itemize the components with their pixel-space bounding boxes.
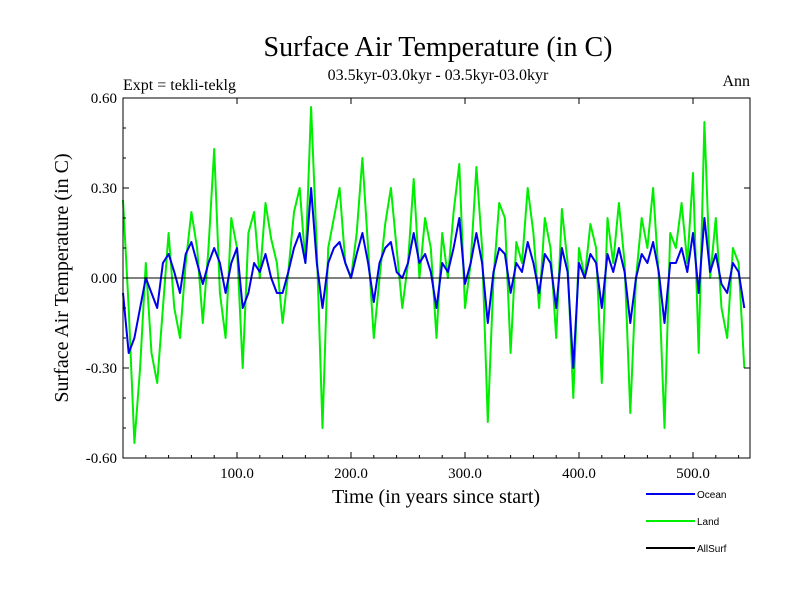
chart-subtitle: 03.5kyr-03.0kyr - 03.5kyr-03.0kyr [328,67,549,84]
y-tick-label: 0.60 [91,91,117,107]
x-axis-label: Time (in years since start) [332,486,540,508]
series-line-land [122,106,746,444]
y-axis: 0.60 0.30 0.00 -0.30 -0.60 [86,91,750,467]
y-tick-label: -0.60 [86,451,117,467]
experiment-label: Expt = tekli-teklg [123,77,236,94]
y-axis-label: Surface Air Temperature (in C) [51,153,73,402]
legend: Ocean Land AllSurf [646,490,727,555]
chart-title: Surface Air Temperature (in C) [264,32,613,63]
legend-label-allsurf: AllSurf [697,544,727,555]
series-layer [122,106,746,444]
x-tick-label: 200.0 [334,466,368,482]
legend-label-ocean: Ocean [697,490,726,501]
x-tick-label: 500.0 [676,466,710,482]
x-axis: 100.0 200.0 300.0 400.0 500.0 [145,98,740,482]
y-tick-label: -0.30 [86,361,117,377]
y-tick-label: 0.30 [91,181,117,197]
y-tick-label: 0.00 [91,271,117,287]
x-tick-label: 100.0 [220,466,254,482]
season-label: Ann [722,73,750,90]
series-line-ocean [122,187,746,369]
legend-label-land: Land [697,517,719,528]
x-tick-label: 300.0 [448,466,482,482]
x-tick-label: 400.0 [562,466,596,482]
